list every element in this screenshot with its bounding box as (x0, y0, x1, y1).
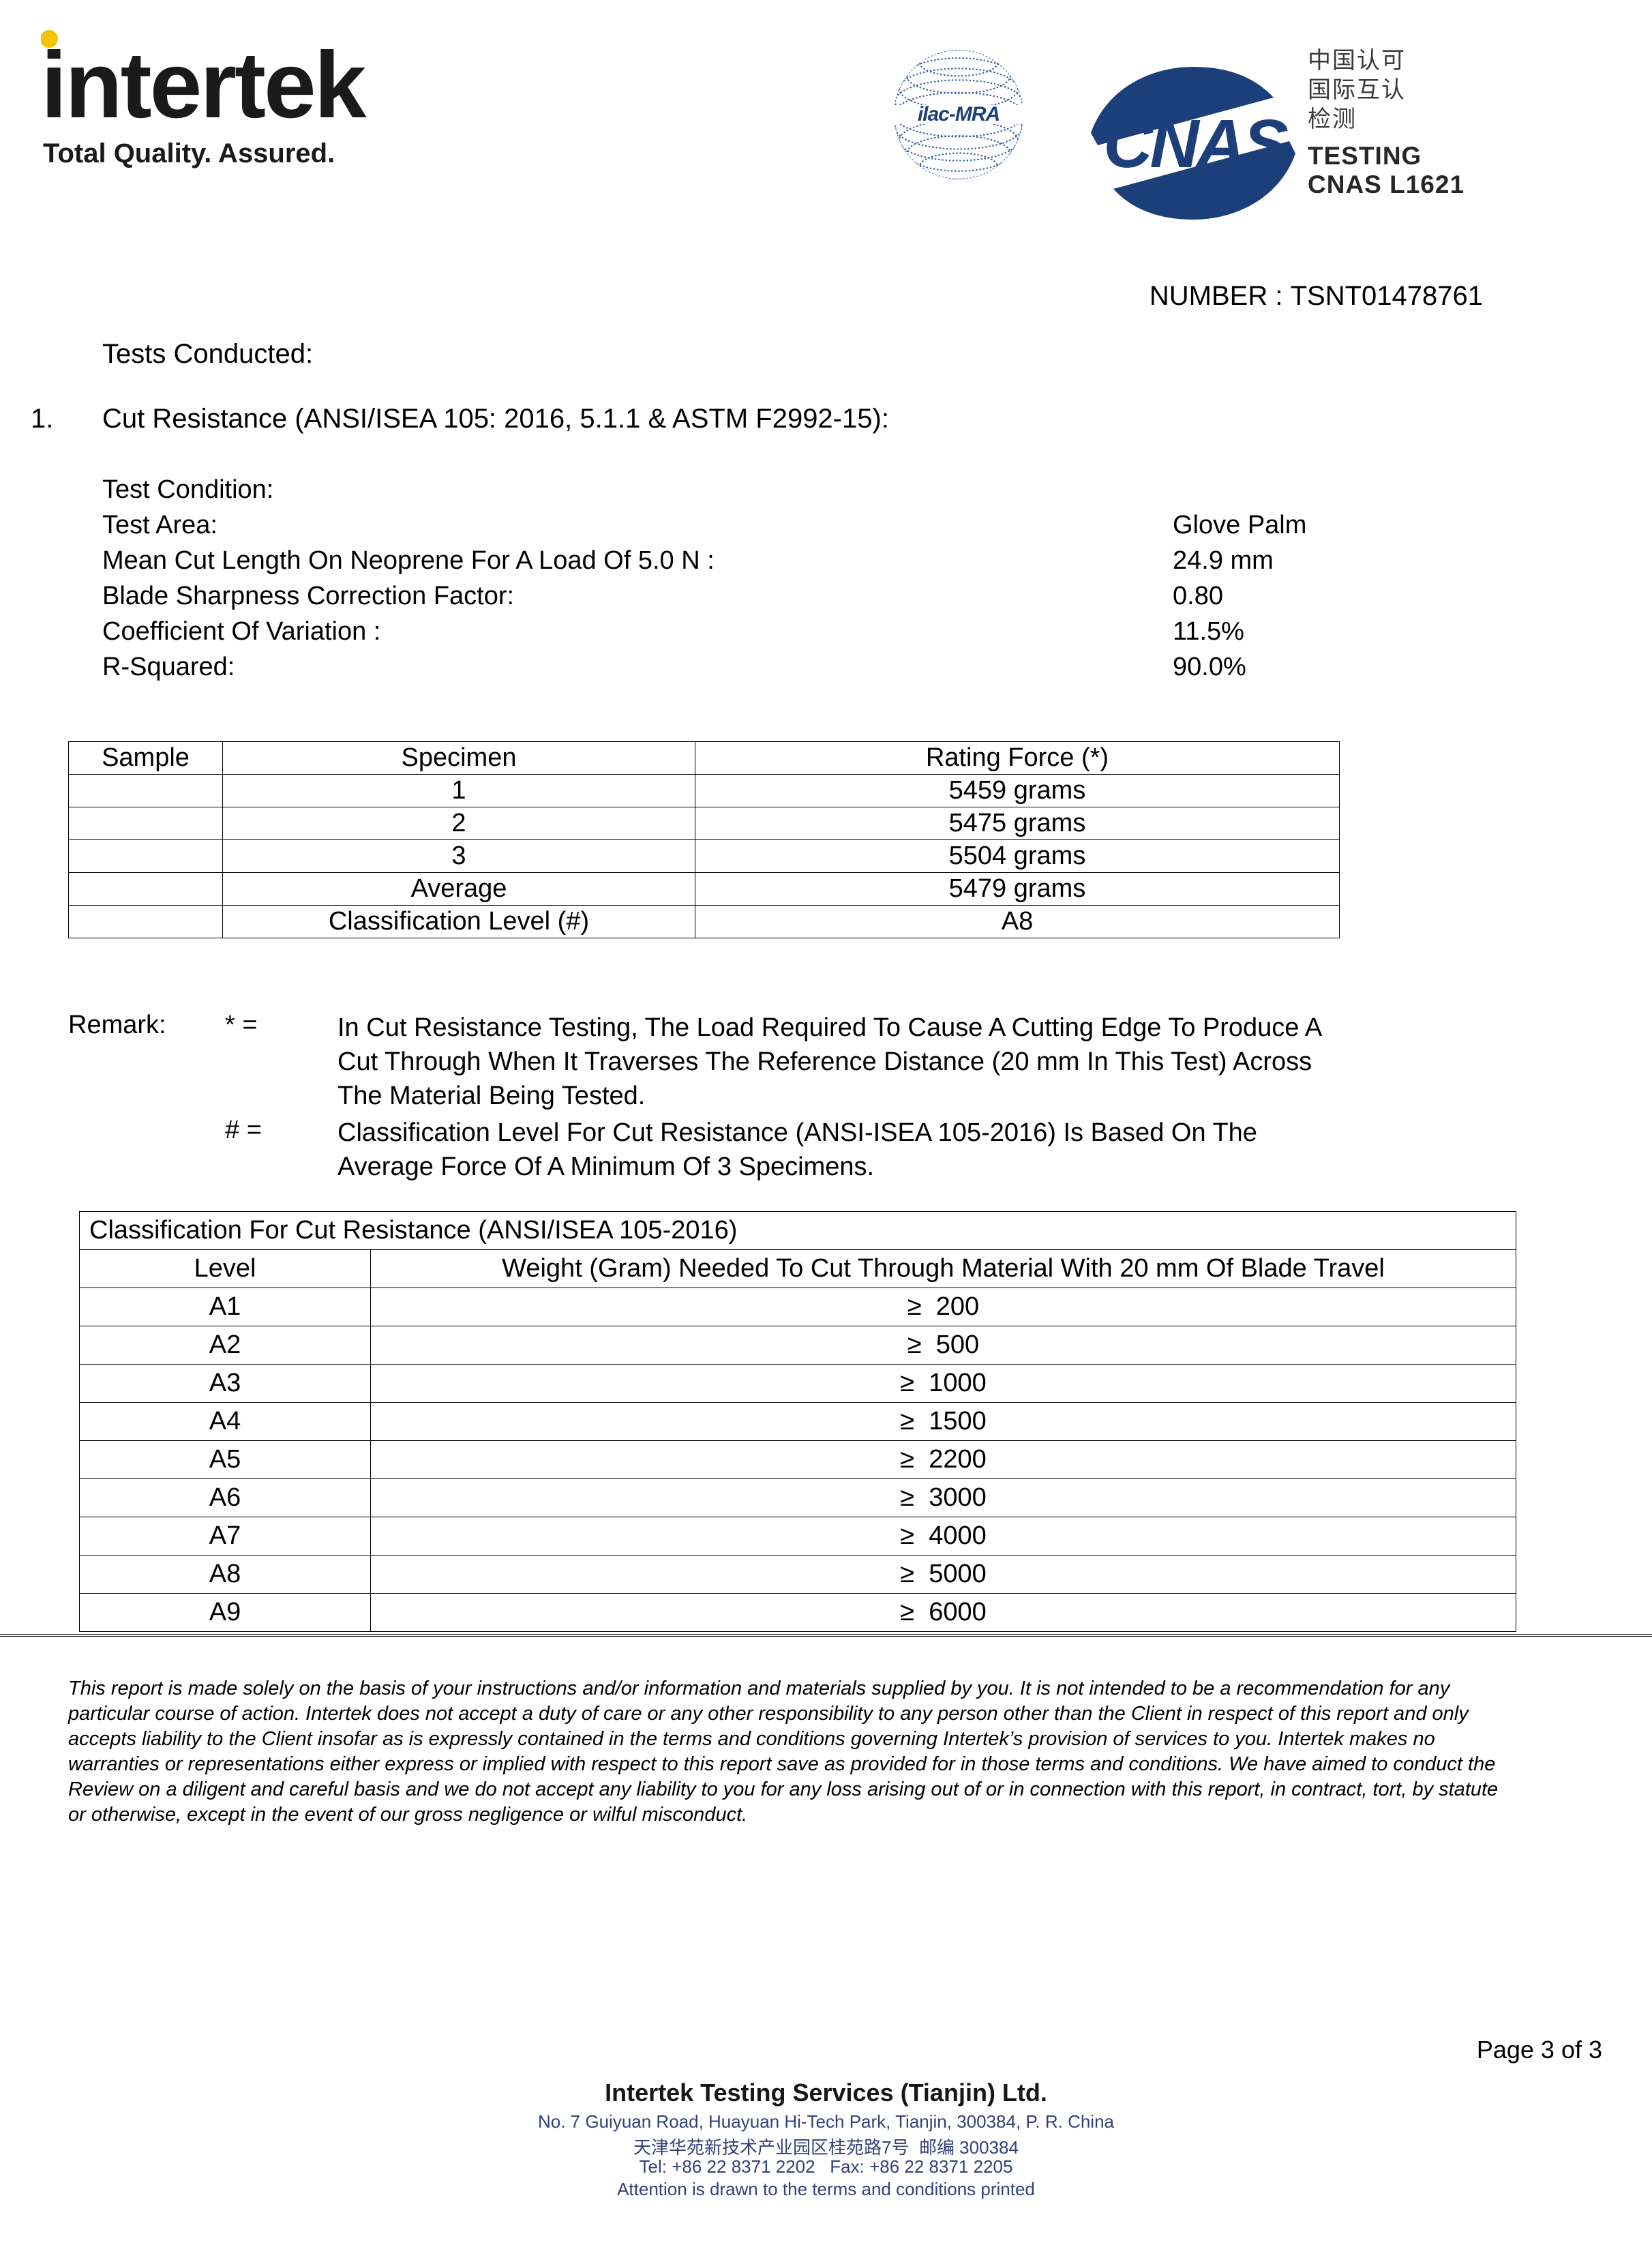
svg-text:CNAS: CNAS (1103, 106, 1288, 182)
svg-text:intertek: intertek (41, 33, 367, 138)
svg-text:Total Quality. Assured.: Total Quality. Assured. (43, 138, 335, 168)
svg-text:ilac-MRA: ilac-MRA (918, 103, 1000, 125)
